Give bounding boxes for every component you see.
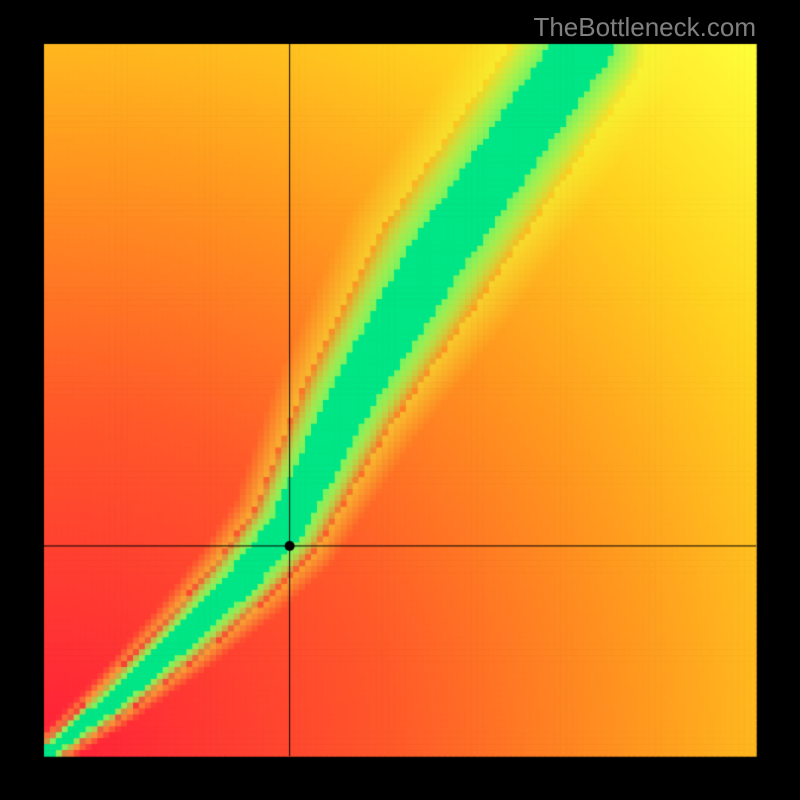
watermark-text: TheBottleneck.com xyxy=(533,12,756,43)
heatmap-plot xyxy=(0,0,800,800)
chart-container: { "canvas": { "width": 800, "height": 80… xyxy=(0,0,800,800)
